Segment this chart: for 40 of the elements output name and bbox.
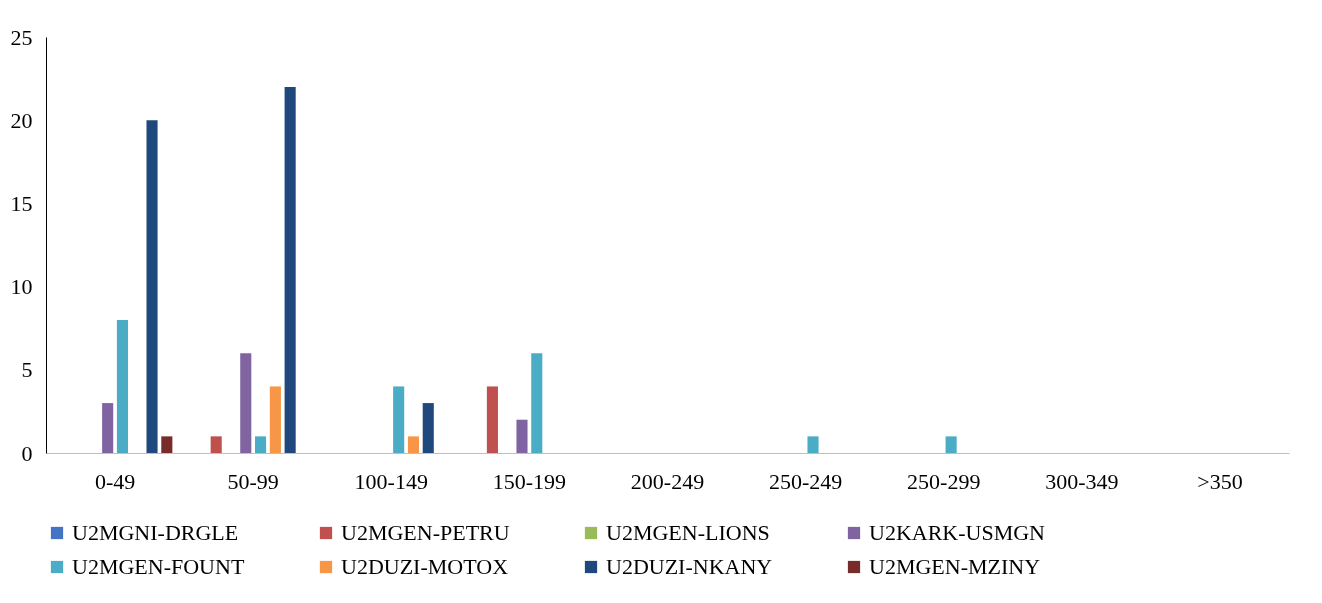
y-tick-label: 10: [10, 274, 33, 300]
bar: [255, 436, 267, 453]
bar: [210, 436, 222, 453]
x-tick-label: 50-99: [227, 468, 279, 494]
bar: [269, 386, 281, 453]
bar: [531, 353, 543, 453]
bar: [240, 353, 252, 453]
legend-label: U2MGNI-DRGLE: [72, 520, 239, 545]
legend-label: U2KARK-USMGN: [869, 520, 1046, 545]
bar: [945, 436, 957, 453]
y-tick-label: 5: [21, 357, 33, 383]
bar: [407, 436, 420, 453]
x-tick-label: 300-349: [1045, 468, 1119, 494]
legend-label: U2DUZI-MOTOX: [341, 554, 509, 579]
x-tick-label: 150-199: [492, 468, 567, 494]
bar: [516, 419, 528, 453]
x-tick-label: >350: [1197, 468, 1243, 494]
bar: [161, 436, 173, 453]
x-tick-label: 200-249: [630, 468, 705, 494]
y-tick-label: 25: [10, 24, 33, 50]
x-tick-label: 100-149: [354, 468, 428, 494]
legend-label: U2DUZI-NKANY: [606, 554, 773, 579]
bar: [102, 403, 114, 453]
bar: [284, 86, 296, 453]
legend-label: U2MGEN-LIONS: [606, 520, 770, 545]
bar: [807, 436, 819, 453]
bar: [422, 403, 434, 453]
bar: [486, 386, 498, 453]
x-tick-label: 250-299: [907, 468, 981, 494]
x-tick-label: 250-249: [768, 468, 843, 494]
bar: [116, 319, 128, 453]
legend-label: U2MGEN-PETRU: [341, 520, 510, 545]
y-tick-label: 20: [10, 107, 33, 133]
bar: [393, 386, 405, 453]
legend-label: U2MGEN-FOUNT: [72, 554, 245, 579]
y-tick-label: 15: [10, 190, 33, 216]
bar: [146, 120, 158, 453]
x-tick-label: 0-49: [94, 468, 136, 494]
legend-label: U2MGEN-MZINY: [869, 554, 1041, 579]
y-tick-label: 0: [21, 440, 33, 466]
